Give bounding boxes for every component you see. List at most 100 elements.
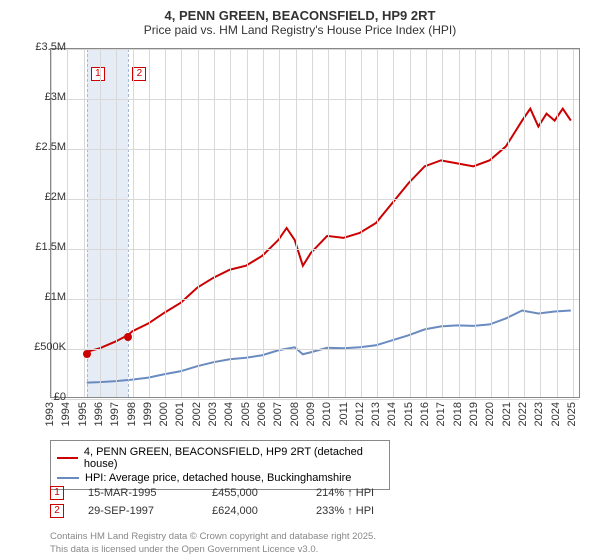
gridline-v	[198, 49, 199, 397]
x-axis-label: 2017	[435, 402, 447, 426]
gridline-v	[296, 49, 297, 397]
x-axis-label: 2015	[403, 402, 415, 426]
sale-hpi-change: 214% ↑ HPI	[316, 487, 406, 499]
sale-marker-label: 2	[132, 67, 146, 81]
x-axis-label: 2007	[272, 402, 284, 426]
gridline-h	[51, 99, 579, 100]
x-axis-label: 1995	[77, 402, 89, 426]
gridline-h	[51, 349, 579, 350]
legend-swatch	[57, 457, 78, 459]
x-axis-label: 2000	[158, 402, 170, 426]
gridline-h	[51, 399, 579, 400]
gridline-v	[116, 49, 117, 397]
legend-item: HPI: Average price, detached house, Buck…	[57, 471, 383, 485]
gridline-v	[524, 49, 525, 397]
sale-point	[124, 333, 132, 341]
gridline-v	[361, 49, 362, 397]
gridline-h	[51, 149, 579, 150]
legend-item: 4, PENN GREEN, BEACONSFIELD, HP9 2RT (de…	[57, 445, 383, 471]
x-axis-label: 2003	[207, 402, 219, 426]
sale-price: £455,000	[212, 487, 292, 499]
x-axis-label: 2002	[191, 402, 203, 426]
x-axis-label: 2019	[468, 402, 480, 426]
gridline-v	[247, 49, 248, 397]
sale-hpi-change: 233% ↑ HPI	[316, 505, 406, 517]
gridline-v	[100, 49, 101, 397]
x-axis-label: 2016	[419, 402, 431, 426]
x-axis-label: 1994	[60, 402, 72, 426]
gridline-v	[165, 49, 166, 397]
sale-point	[83, 350, 91, 358]
gridline-v	[67, 49, 68, 397]
x-axis-label: 1996	[93, 402, 105, 426]
x-axis-label: 1993	[44, 402, 56, 426]
x-axis-label: 2011	[338, 402, 350, 426]
chart-svg	[51, 49, 579, 397]
gridline-v	[230, 49, 231, 397]
x-axis-label: 2012	[354, 402, 366, 426]
y-axis-label: £2M	[16, 191, 66, 203]
gridline-v	[328, 49, 329, 397]
sale-row: 1 15-MAR-1995 £455,000 214% ↑ HPI	[50, 484, 406, 502]
x-axis-label: 2013	[370, 402, 382, 426]
gridline-v	[557, 49, 558, 397]
x-axis-label: 2018	[452, 402, 464, 426]
x-axis-label: 2009	[305, 402, 317, 426]
x-axis-label: 2010	[321, 402, 333, 426]
footer-attribution: Contains HM Land Registry data © Crown c…	[50, 531, 376, 556]
y-axis-label: £0	[16, 391, 66, 403]
legend-label: 4, PENN GREEN, BEACONSFIELD, HP9 2RT (de…	[84, 446, 383, 470]
chart-title: 4, PENN GREEN, BEACONSFIELD, HP9 2RT	[0, 0, 600, 23]
sale-marker-line	[87, 49, 88, 397]
gridline-v	[84, 49, 85, 397]
gridline-h	[51, 49, 579, 50]
sale-marker-line	[128, 49, 129, 397]
sale-number-box: 1	[50, 486, 64, 500]
sales-table: 115-MAR-1995£455,000214% ↑ HPI229-SEP-19…	[50, 484, 406, 520]
x-axis-label: 2004	[223, 402, 235, 426]
gridline-v	[426, 49, 427, 397]
x-axis-label: 2020	[484, 402, 496, 426]
gridline-v	[345, 49, 346, 397]
sale-date: 15-MAR-1995	[88, 487, 188, 499]
x-axis-label: 2006	[256, 402, 268, 426]
footer-line-2: This data is licensed under the Open Gov…	[50, 544, 376, 556]
x-axis-label: 2014	[386, 402, 398, 426]
x-axis-label: 2008	[289, 402, 301, 426]
x-axis-label: 1999	[142, 402, 154, 426]
footer-line-1: Contains HM Land Registry data © Crown c…	[50, 531, 376, 543]
gridline-v	[214, 49, 215, 397]
gridline-v	[459, 49, 460, 397]
x-axis-label: 2023	[533, 402, 545, 426]
x-axis-label: 2001	[174, 402, 186, 426]
legend: 4, PENN GREEN, BEACONSFIELD, HP9 2RT (de…	[50, 440, 390, 490]
sale-marker-label: 1	[91, 67, 105, 81]
gridline-v	[508, 49, 509, 397]
gridline-v	[279, 49, 280, 397]
legend-label: HPI: Average price, detached house, Buck…	[85, 472, 351, 484]
chart-subtitle: Price paid vs. HM Land Registry's House …	[0, 23, 600, 41]
sale-row: 229-SEP-1997£624,000233% ↑ HPI	[50, 502, 406, 520]
y-axis-label: £3M	[16, 91, 66, 103]
y-axis-label: £500K	[16, 341, 66, 353]
x-axis-label: 1998	[126, 402, 138, 426]
x-axis-label: 2022	[517, 402, 529, 426]
x-axis-label: 1997	[109, 402, 121, 426]
gridline-v	[475, 49, 476, 397]
x-axis-label: 2005	[240, 402, 252, 426]
gridline-v	[377, 49, 378, 397]
gridline-v	[133, 49, 134, 397]
gridline-v	[491, 49, 492, 397]
gridline-v	[312, 49, 313, 397]
sale-price: £624,000	[212, 505, 292, 517]
y-axis-label: £1M	[16, 291, 66, 303]
gridline-h	[51, 249, 579, 250]
y-axis-label: £3.5M	[16, 41, 66, 53]
gridline-v	[181, 49, 182, 397]
x-axis-label: 2021	[501, 402, 513, 426]
gridline-h	[51, 199, 579, 200]
y-axis-label: £1.5M	[16, 241, 66, 253]
gridline-h	[51, 299, 579, 300]
chart-container: 4, PENN GREEN, BEACONSFIELD, HP9 2RT Pri…	[0, 0, 600, 560]
gridline-v	[393, 49, 394, 397]
